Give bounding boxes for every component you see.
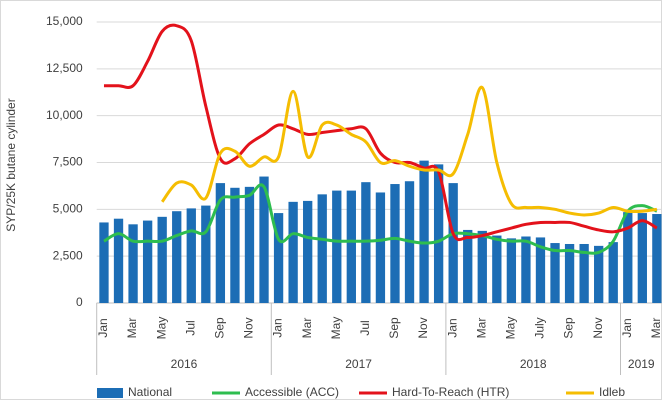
x-tick-label: Jan [620,318,634,337]
x-tick-label: Nov [591,317,605,338]
bar [433,164,444,303]
y-tick-label: 7,500 [53,155,83,169]
bar [288,201,298,303]
x-tick-label: Sep [213,317,227,339]
x-tick-label: May [154,317,168,340]
y-tick-label: 0 [76,295,83,309]
x-tick-label: May [329,317,343,340]
x-tick-label: Mar [125,318,139,339]
y-tick-label: 5,000 [53,202,83,216]
x-tick-label: Mar [300,318,314,339]
bar [157,216,167,303]
x-tick-label: Jan [96,318,110,337]
bar [201,205,211,303]
x-tick-label: Sep [387,317,401,339]
bar [172,211,182,303]
bar [317,194,327,303]
bar [564,243,575,303]
bar [142,220,153,303]
bar [492,235,502,303]
year-label: 2017 [345,357,372,371]
bar [332,190,342,303]
bar [448,183,458,303]
bar [594,245,604,303]
bar [419,160,429,303]
bar [346,190,356,303]
x-tick-label: Jan [271,318,285,337]
x-tick-label: Jul [183,320,197,335]
year-label: 2016 [171,357,198,371]
x-tick-label: Jul [358,320,372,335]
legend-swatch [97,388,123,398]
y-tick-label: 10,000 [46,108,83,122]
x-tick-label: Sep [562,317,576,339]
x-tick-label: Mar [649,318,662,339]
x-tick-label: Mar [474,318,488,339]
bar [186,208,196,303]
y-tick-label: 15,000 [46,14,83,28]
line-series [160,86,658,217]
bar [550,243,560,303]
y-tick-label: 2,500 [53,248,83,262]
bar [637,213,647,303]
y-axis-label: SYP/25K butane cylinder [4,98,18,231]
bar [273,213,284,303]
x-tick-label: May [504,317,518,340]
bar [477,230,487,303]
bar [623,212,633,303]
bar [535,237,546,303]
line-series [103,23,658,242]
bar [463,229,473,303]
bar [608,242,618,303]
bar [244,186,255,303]
x-tick-label: Nov [242,317,256,338]
bar [579,243,589,303]
y-tick-label: 12,500 [46,61,83,75]
line-series [103,183,658,255]
x-tick-label: Jan [445,318,459,337]
legend-label: Hard-To-Reach (HTR) [392,385,509,399]
bar [215,183,226,303]
year-label: 2019 [628,357,655,371]
bar [113,218,124,303]
legend-label: Idleb [599,385,625,399]
x-tick-label: Nov [416,317,430,338]
bar [375,192,386,303]
legend-label: Accessible (ACC) [245,385,339,399]
bar [230,187,240,303]
bar [259,176,269,303]
year-label: 2018 [520,357,547,371]
bar [390,184,400,303]
bar [521,236,531,303]
bar [128,224,138,303]
bar [99,222,109,303]
bar [303,200,313,303]
legend-label: National [128,385,172,399]
bar [652,214,662,303]
bar [506,238,517,303]
x-tick-label: July [533,317,547,338]
